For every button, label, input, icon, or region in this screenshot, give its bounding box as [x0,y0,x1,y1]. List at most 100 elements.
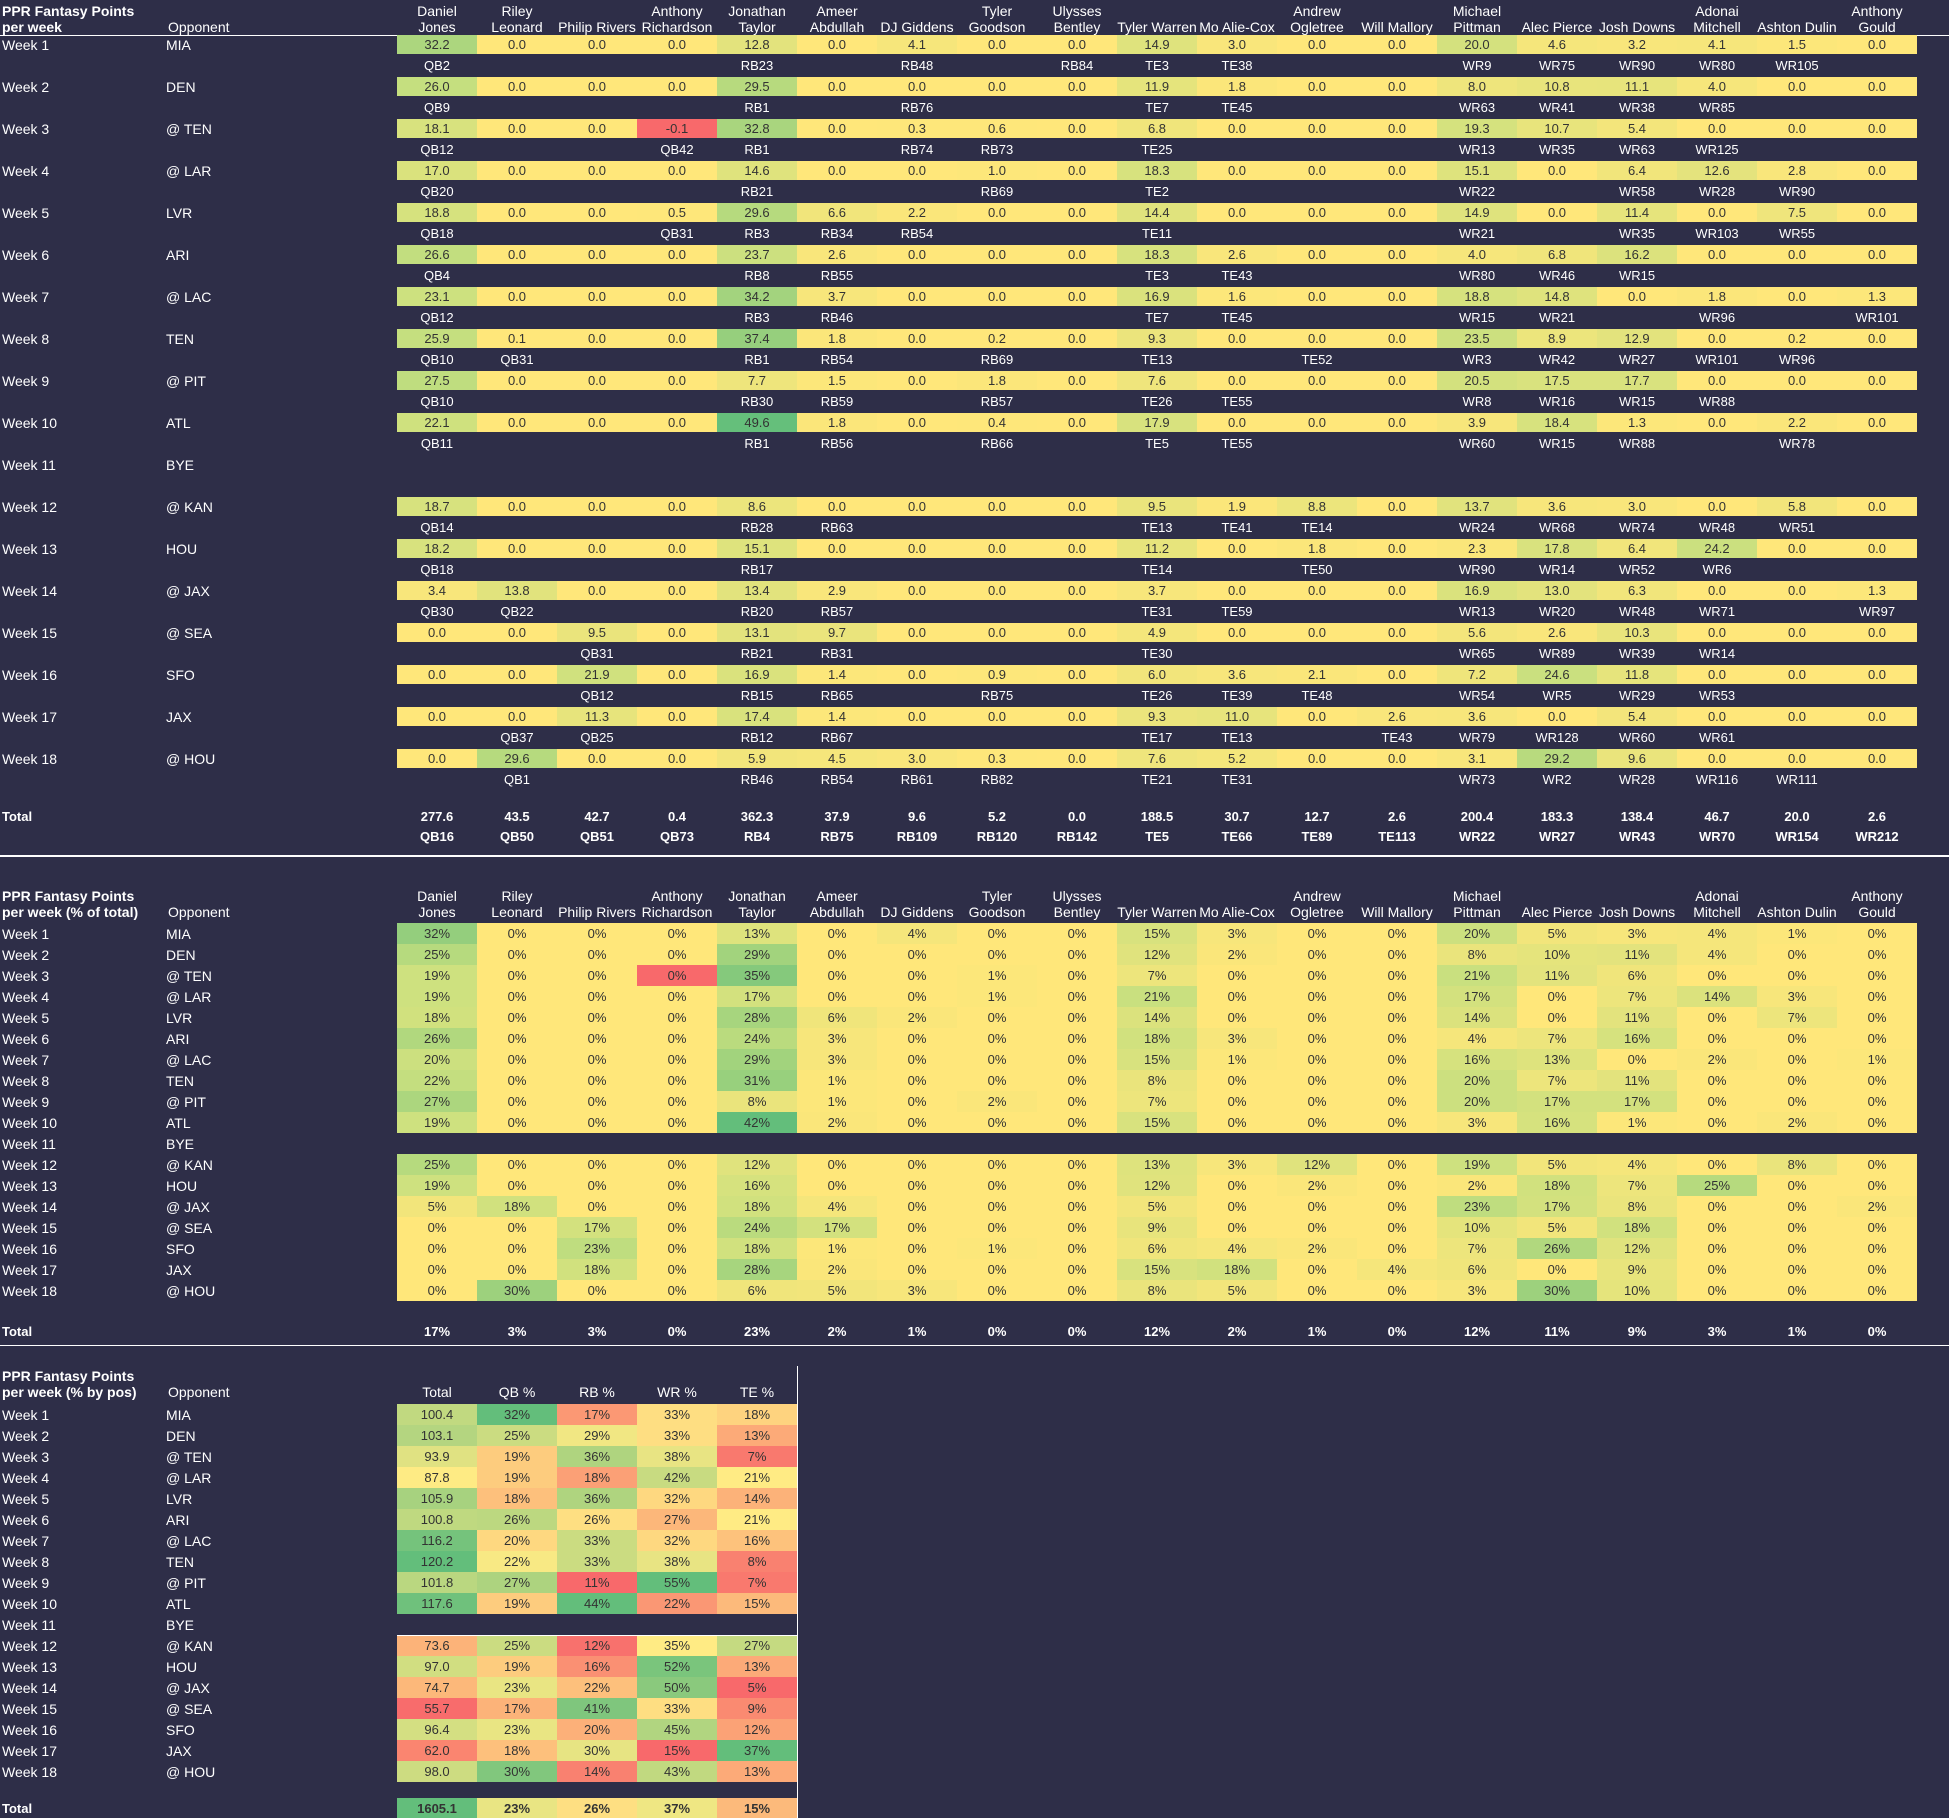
share-cell: 0% [877,1154,957,1175]
share-cell: 1% [1597,1112,1677,1133]
rank-cell [1837,432,1917,455]
points-cell: 0.0 [1197,119,1277,138]
total-label: Total [2,808,33,824]
rank-cell: WR88 [1698,394,1736,409]
player-header-jonathan-taylor: Jonathan Taylor [728,3,786,35]
rank-cell [637,54,717,77]
share-cell: 0% [637,1217,717,1238]
opponent-label: @ TEN [166,1448,212,1465]
share-cell: 0% [1197,1175,1277,1196]
share-cell: 17% [1517,1091,1597,1112]
points-cell: 0.0 [1357,749,1437,768]
rank-row: QB12 RB15 RB65 RB75 TE26 TE39 TE48 WR54 WR5 WR29 W… [0,684,1917,707]
player-header-josh-downs: Josh Downs [1598,19,1676,35]
rank-cell: QB14 [420,520,454,535]
total-rank-cell: QB16 [420,828,454,844]
spacer-cell [0,432,140,455]
share-cell: 0% [1037,1238,1117,1259]
spacer-cell [287,287,397,306]
total-cell: 362.3 [740,808,774,824]
share-cell: 0% [637,1028,717,1049]
share-cell: 0% [1837,1112,1917,1133]
points-cell: 0.0 [477,497,557,516]
points-cell: 5.4 [1597,119,1677,138]
rank-cell [877,600,957,623]
points-cell: 0.0 [637,161,717,180]
position-cell: 20% [477,1530,557,1551]
rank-cell [1277,474,1357,497]
share-cell: 19% [397,986,477,1007]
share-cell: 0% [877,1091,957,1112]
points-cell: 0.0 [1677,665,1757,684]
rank-cell [1677,432,1757,455]
points-cell: 0.0 [1037,413,1117,432]
rank-cell: TE41 [1221,520,1253,535]
share-cell: 0% [477,1112,557,1133]
spacer-cell [140,806,287,826]
opponent-label: @ KAN [166,1156,213,1173]
share-cell: 31% [717,1070,797,1091]
points-cell: 0.0 [1757,665,1837,684]
spacer-cell [140,1798,287,1818]
spacer-cell [287,119,397,138]
position-cell: 13% [717,1761,797,1782]
total-cell: 30.7 [1224,808,1250,824]
spacer-cell [287,329,397,348]
points-cell: 0.0 [1037,119,1117,138]
rank-row: QB10 RB30 RB59 RB57 TE26 TE55 WR8 WR16 WR15 WR88 [0,390,1917,413]
share-cell: 16% [1517,1112,1597,1133]
rank-cell [477,306,557,329]
share-cell: 0% [957,1259,1037,1280]
rank-cell [1837,768,1917,791]
share-cell: 0% [1357,986,1437,1007]
points-cell: 0.0 [1357,539,1437,558]
share-cell: 0% [877,986,957,1007]
share-cell: 0% [477,923,557,944]
rank-cell [1277,180,1357,203]
spacer-cell [0,726,140,749]
spacer-cell [287,1217,397,1238]
points-cell: 18.7 [397,497,477,516]
share-cell: 0% [1357,1007,1437,1028]
share-cell: 0% [1277,944,1357,965]
points-cell: 0.0 [1277,35,1357,54]
points-cell [717,455,797,474]
points-cell: 0.0 [1277,329,1357,348]
share-cell: 0% [877,1070,957,1091]
points-cell: 3.0 [1197,35,1277,54]
total-cell: 3% [1707,1323,1727,1339]
share-cell: 0% [637,1259,717,1280]
share-cell: 0% [1197,1091,1277,1112]
points-cell: 0.0 [957,77,1037,96]
rank-cell [1037,390,1117,413]
points-cell: 0.0 [1757,623,1837,642]
share-cell [1517,1133,1597,1154]
week-label: Week 8 [2,1072,50,1089]
points-cell: 0.0 [1037,329,1117,348]
opponent-label: LVR [166,1490,193,1507]
points-cell: 4.5 [797,749,877,768]
spacer-cell [287,768,397,791]
rank-cell [1757,138,1837,161]
player-header-ashton-dulin: Ashton Dulin [1757,904,1837,920]
table-row: Week 18 @ HOU 0% 30% 0% 0% 6% 5% 3% 0% 0% 8% 5% 0% 0% 3… [0,1280,1917,1301]
week-label: Week 16 [2,666,57,683]
share-cell: 0% [1757,1238,1837,1259]
spacer-cell [287,1238,397,1259]
rank-cell: RB31 [820,646,854,661]
share-cell: 28% [717,1259,797,1280]
points-cell: 5.9 [717,749,797,768]
points-cell: 9.6 [1597,749,1677,768]
position-cell: 62.0 [397,1740,477,1761]
spacer-cell [287,1425,397,1446]
share-cell: 7% [1517,1070,1597,1091]
share-cell: 0% [1357,1280,1437,1301]
rank-cell: WR24 [1458,520,1496,535]
rank-cell: RB63 [820,520,854,535]
share-cell: 11% [1597,1070,1677,1091]
player-header-andrew-ogletree: Andrew Ogletree [1290,3,1344,35]
points-cell: 1.3 [1597,413,1677,432]
points-cell: 15.1 [1437,161,1517,180]
